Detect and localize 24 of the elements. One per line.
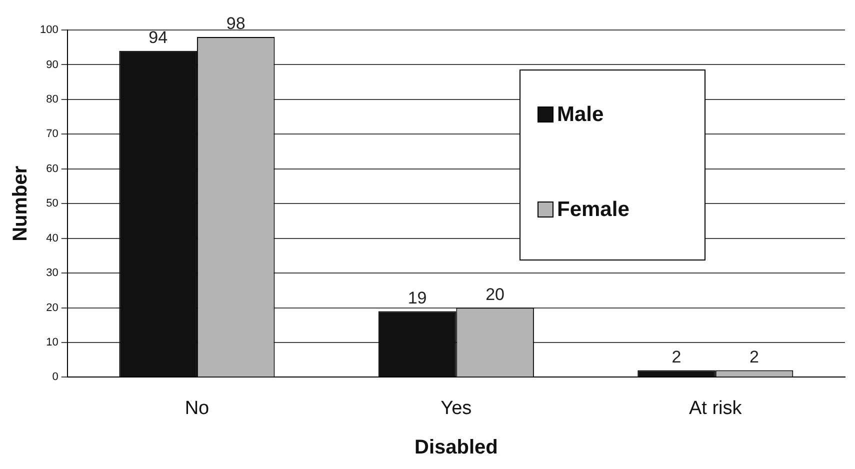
y-tick-label: 50: [46, 198, 58, 210]
legend-label: Male: [557, 102, 604, 126]
data-label: 94: [148, 28, 168, 48]
y-tick-label: 0: [52, 371, 58, 384]
y-tick-label: 10: [46, 336, 58, 349]
x-axis-title: Disabled: [414, 436, 498, 459]
y-tick-label: 100: [40, 24, 58, 36]
y-tick-label: 80: [46, 93, 58, 106]
y-tick-label: 20: [46, 302, 58, 314]
y-tick-label: 40: [46, 232, 58, 244]
x-tick-label: Yes: [440, 398, 472, 419]
y-tick-label: 60: [46, 162, 58, 175]
y-tick-label: 70: [46, 128, 58, 140]
x-tick-label: At risk: [689, 398, 742, 419]
y-tick-label: 30: [46, 267, 58, 280]
data-label: 98: [226, 14, 246, 34]
y-axis-title: Number: [10, 166, 32, 242]
legend-label: Female: [557, 198, 630, 221]
data-label: 2: [750, 347, 760, 366]
x-tick-label: No: [184, 398, 210, 419]
data-label: 19: [408, 288, 427, 308]
y-tick-label: 90: [46, 58, 58, 71]
data-label: 2: [672, 347, 682, 366]
data-label: 20: [486, 284, 505, 304]
